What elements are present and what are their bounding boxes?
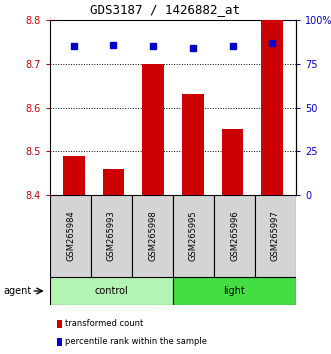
Text: GSM265997: GSM265997 <box>271 211 280 261</box>
Bar <box>214 195 255 277</box>
Bar <box>173 195 214 277</box>
Bar <box>50 195 91 277</box>
Text: GDS3187 / 1426882_at: GDS3187 / 1426882_at <box>90 4 241 17</box>
Text: GSM265996: GSM265996 <box>230 211 239 261</box>
Text: control: control <box>95 286 128 296</box>
Bar <box>222 129 243 195</box>
Bar <box>173 277 296 305</box>
Text: transformed count: transformed count <box>65 320 143 329</box>
Bar <box>63 156 85 195</box>
Text: GSM265995: GSM265995 <box>189 211 198 261</box>
Bar <box>142 64 164 195</box>
Bar <box>103 169 124 195</box>
Bar <box>255 195 296 277</box>
Bar <box>261 20 283 195</box>
Text: GSM265998: GSM265998 <box>148 211 157 261</box>
Text: light: light <box>224 286 245 296</box>
Bar <box>91 195 132 277</box>
Bar <box>57 338 63 347</box>
Text: GSM265984: GSM265984 <box>66 211 75 261</box>
Text: agent: agent <box>3 286 31 296</box>
Bar <box>50 277 173 305</box>
Text: percentile rank within the sample: percentile rank within the sample <box>65 337 207 347</box>
Text: GSM265993: GSM265993 <box>107 211 116 261</box>
Bar <box>57 320 63 329</box>
Bar <box>132 195 173 277</box>
Bar <box>182 95 204 195</box>
